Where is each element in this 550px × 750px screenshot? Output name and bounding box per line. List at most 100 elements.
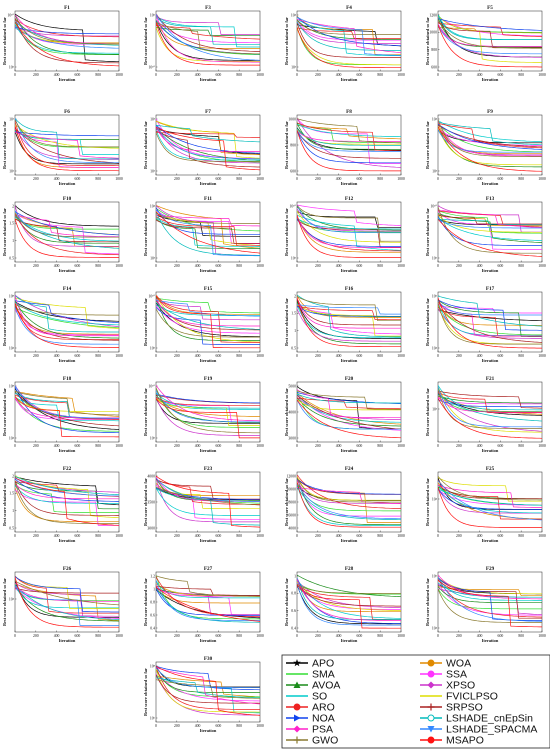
series-line-msapo [438,580,542,628]
series-line-apo [297,584,401,625]
series-line-lshade_spacma [297,399,401,430]
x-tick-label: 0 [437,634,439,638]
series-line-gwo [297,583,401,594]
legend-marker [427,714,435,722]
x-tick-label: 400 [477,444,483,448]
x-tick-label: 200 [315,264,321,268]
subplot-title: F24 [345,466,354,472]
x-axis-label: Iteration [200,181,217,186]
y-tick-label: 10⁵ [432,574,438,578]
x-tick-label: 200 [33,177,39,181]
series-line-xpso [156,15,260,35]
y-tick-label: 10¹⁰ [149,293,156,298]
series-line-noa [297,305,401,317]
series-line-srpso [297,22,401,58]
series-line-lshade_cnepsin [15,584,119,620]
series-line-so [297,18,401,57]
x-axis-label: Iteration [200,638,217,643]
x-tick-label: 600 [75,534,81,538]
x-tick-label: 1000 [256,444,264,448]
series-line-lshade_cnepsin [156,124,260,143]
legend-item: SO [286,691,327,703]
x-axis-label: Iteration [482,538,499,543]
series-line-psa [438,484,542,508]
x-tick-label: 800 [95,634,101,638]
x-tick-label: 600 [357,354,363,358]
series-line-aro [15,18,119,38]
x-tick-label: 1000 [115,534,123,538]
series-line-fviclpso [297,476,401,501]
y-tick-label: 0.6 [291,609,296,613]
series-line-so [438,218,542,241]
series-line-avoa [297,574,401,598]
x-tick-label: 1000 [256,354,264,358]
series-line-fviclpso [15,396,119,413]
series-lines [156,575,260,623]
x-tick-label: 600 [75,177,81,181]
series-line-apo [438,309,542,322]
series-line-xpso [297,479,401,504]
series-line-woa [15,487,119,523]
subplot-title: F7 [205,109,211,115]
subplot-title: F25 [486,466,495,472]
series-line-woa [156,675,260,698]
series-line-lshade_cnepsin [297,218,401,230]
x-tick-label: 200 [456,73,462,77]
plot-frame [155,291,261,353]
y-axis-label: Best score obtained so far [284,17,289,65]
series-line-gwo [15,391,119,416]
series-lines [156,294,260,349]
x-tick-label: 400 [336,177,342,181]
series-line-noa [438,18,542,31]
series-line-psa [15,295,119,337]
x-tick-label: 400 [477,73,483,77]
series-line-msapo [156,126,260,171]
x-tick-label: 200 [174,177,180,181]
legend-item: LSHADE_cnEpSin [420,713,533,725]
subplot-title: F29 [486,566,495,572]
x-tick-label: 0 [437,444,439,448]
series-lines [15,385,119,438]
series-line-ssa [297,117,401,164]
series-lines [15,294,119,348]
subplot-f17: F17 10⁵ 10⁴ 0 200 400 600 800 1000 Iteration Best … [425,286,546,363]
y-axis-label: Best score obtained so far [284,578,289,626]
series-line-aro [438,22,542,37]
y-tick-label: 1 [294,329,296,333]
y-tick-label: 8000 [288,500,296,504]
series-lines [15,13,119,67]
y-tick-label: 10² [150,169,156,173]
x-tick-label: 600 [498,634,504,638]
series-line-lshade_spacma [438,300,542,316]
series-line-gwo [297,296,401,322]
series-line-sma [15,216,119,230]
y-axis-label: Best score obtained so far [425,298,430,346]
series-lines [297,204,401,258]
y-tick-label: 1.2 [150,574,155,578]
y-tick-label: 10⁸ [9,384,15,388]
x-tick-label: 1000 [397,177,405,181]
series-line-msapo [15,126,119,172]
series-lines [156,205,260,257]
series-line-xpso [15,205,119,247]
subplot-f21: F21 10³ 0 200 400 600 800 1000 Iteration Best sco… [425,376,546,453]
series-line-apo [15,13,119,63]
x-tick-label: 600 [216,534,222,538]
x-tick-label: 0 [14,264,16,268]
y-axis-label: Best score obtained so far [425,17,430,65]
series-line-noa [15,211,119,236]
y-tick-label: 1000 [288,117,296,121]
x-tick-label: 200 [174,724,180,728]
series-line-lshade_cnepsin [297,128,401,146]
series-line-apo [156,128,260,155]
series-line-msapo [156,398,260,439]
series-line-so [15,214,119,242]
x-tick-label: 400 [54,354,60,358]
x-tick-label: 400 [54,634,60,638]
subplot-f29: F29 10⁵ 10⁴ 0 200 400 600 800 1000 Iteration Best … [425,566,546,643]
x-axis-label: Iteration [200,538,217,543]
y-tick-label: 0.6 [150,613,155,617]
x-tick-label: 400 [54,444,60,448]
x-axis-label: Iteration [59,358,76,363]
series-line-woa [297,578,401,613]
